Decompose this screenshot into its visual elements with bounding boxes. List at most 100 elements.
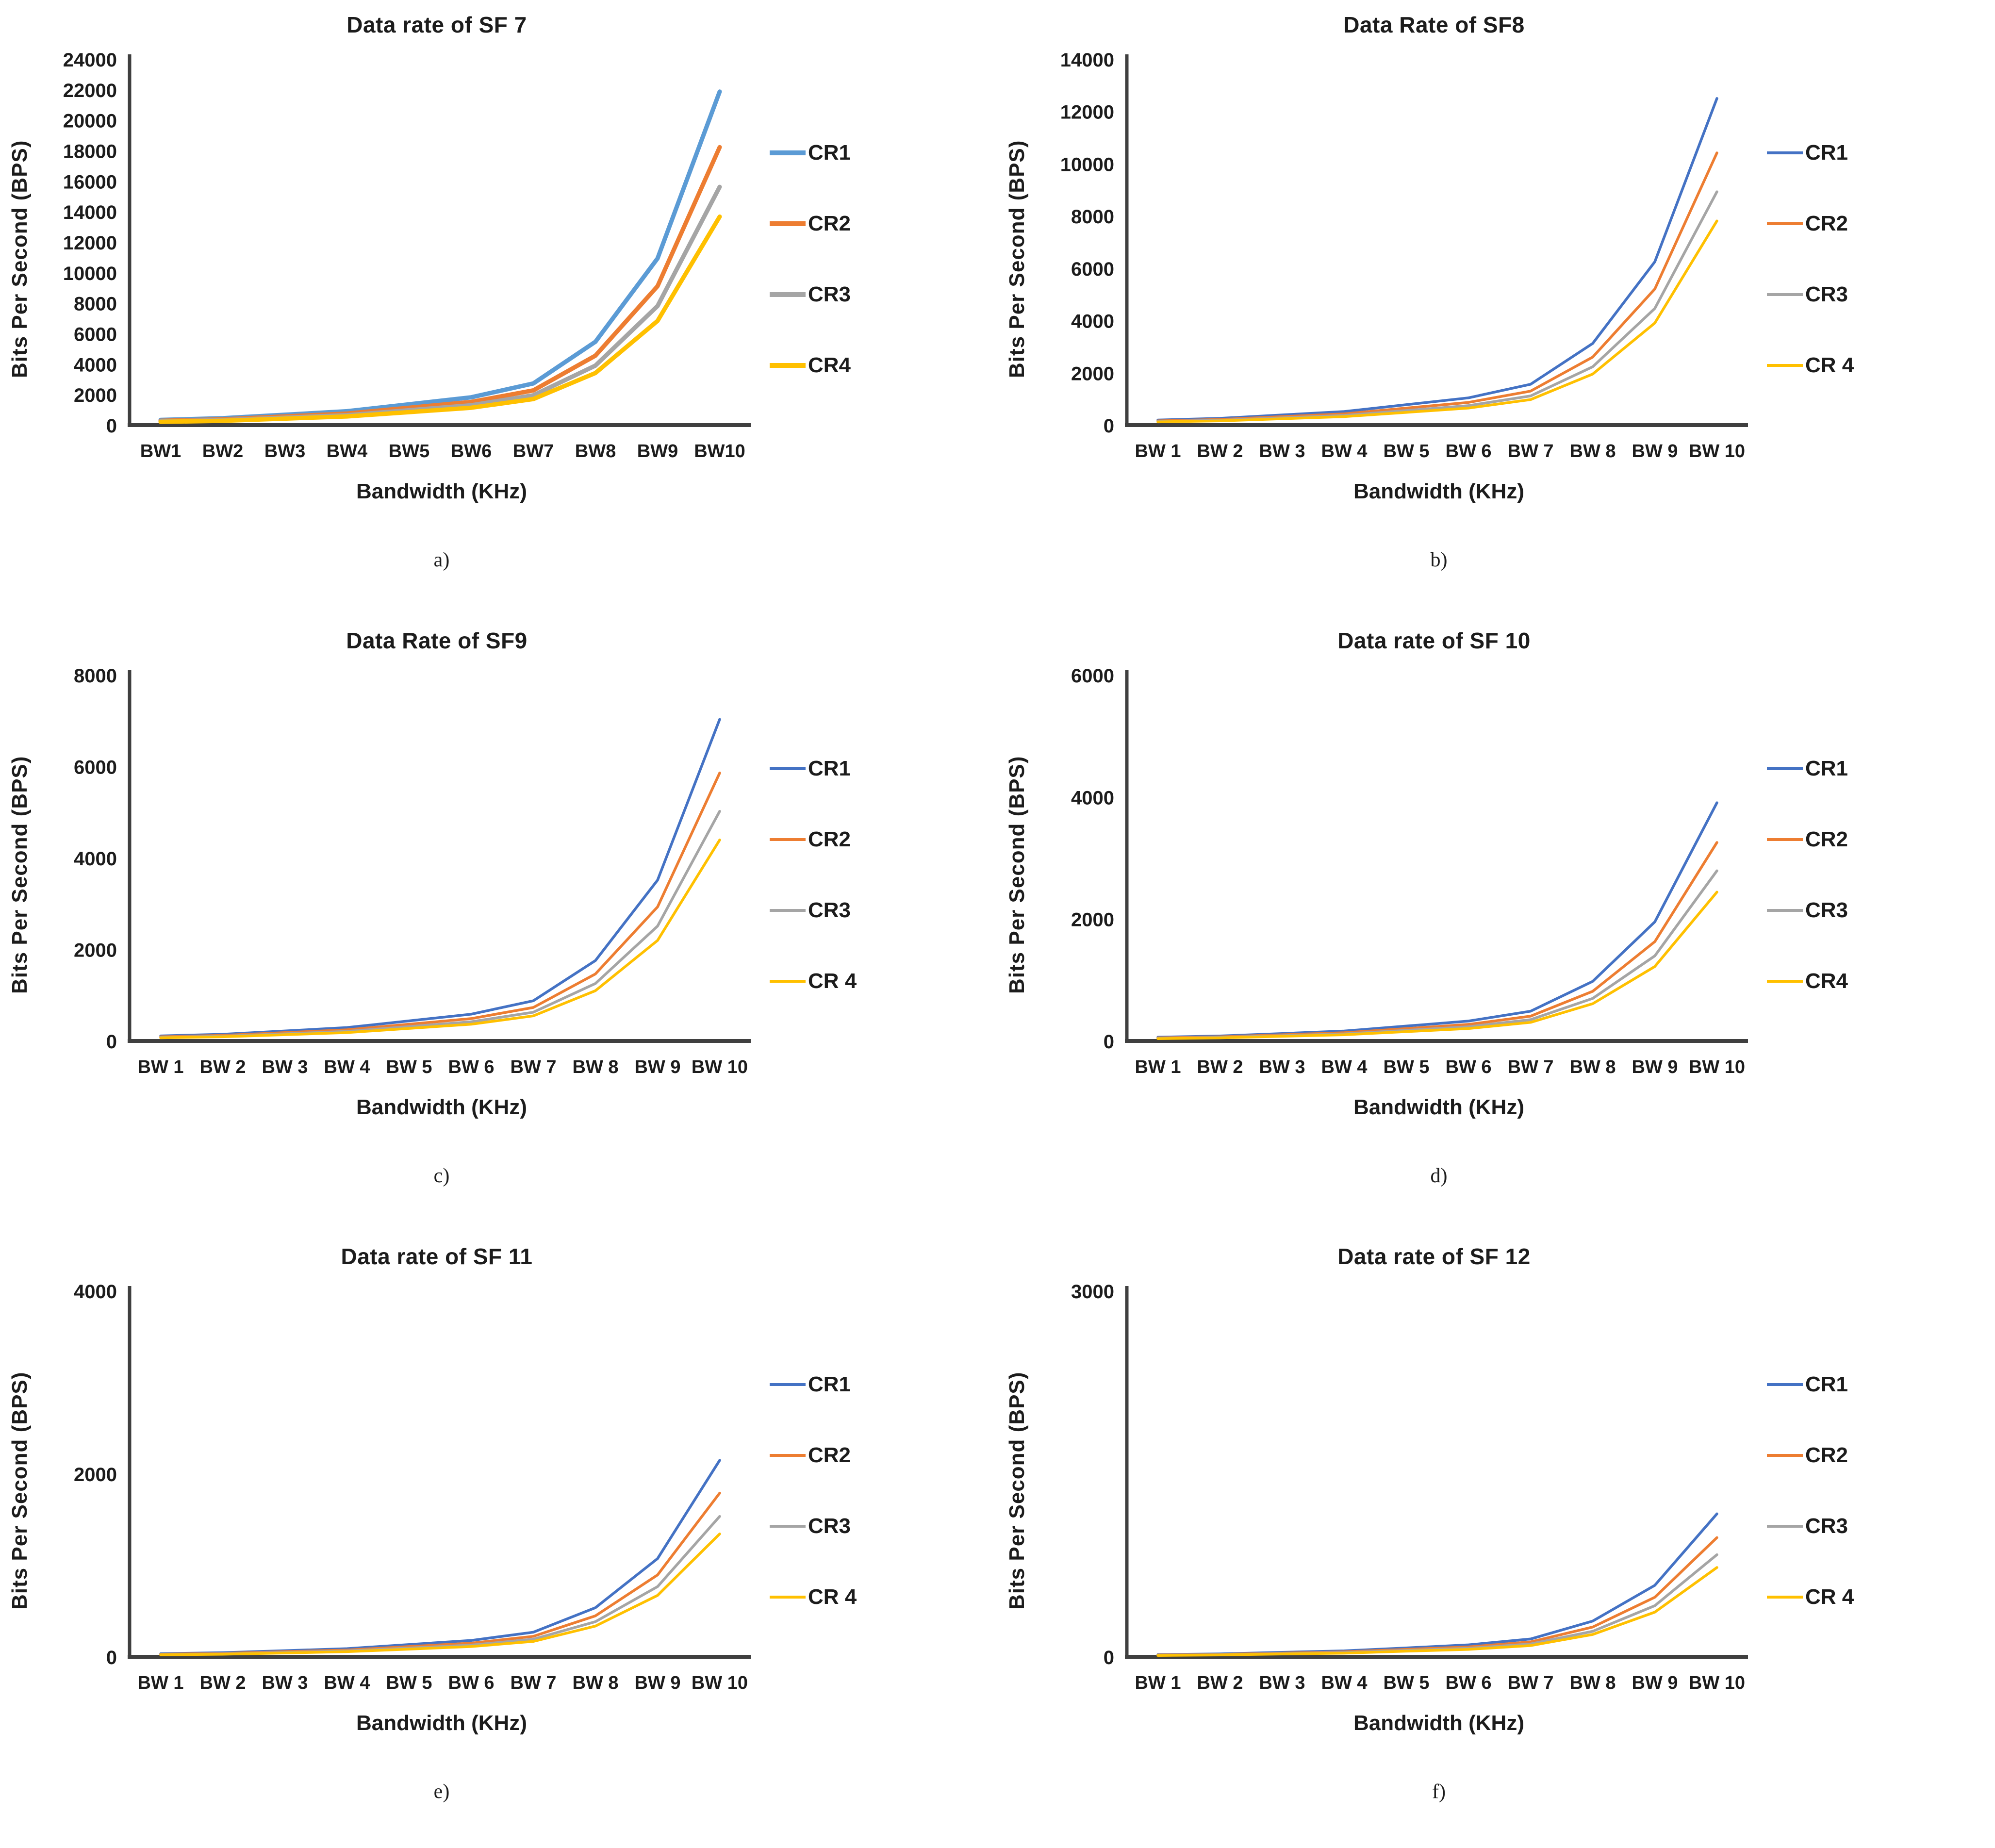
x-tick-label: BW 9 — [1632, 1673, 1678, 1693]
x-tick-label: BW 4 — [1321, 1057, 1368, 1077]
chart-panel-sf12: Data rate of SF 12 Bits Per Second (BPS)… — [997, 1232, 1995, 1848]
legend-swatch-cr2 — [770, 221, 806, 226]
x-tick-label: BW 6 — [1446, 1057, 1492, 1077]
series-line-cr2 — [1156, 151, 1718, 422]
subfigure-label: a) — [433, 549, 450, 571]
x-tick-label: BW4 — [327, 441, 367, 462]
legend-item-cr2: CR2 — [1767, 1443, 1925, 1468]
chart-title: Data Rate of SF9 — [346, 628, 528, 653]
x-tick-label: BW 6 — [1446, 441, 1492, 462]
x-tick-label: BW 8 — [1570, 441, 1616, 462]
legend-label: CR1 — [808, 757, 851, 780]
x-tick-label: BW5 — [389, 441, 429, 462]
x-tick-label: BW 3 — [1259, 441, 1305, 462]
series-line-cr1 — [158, 89, 722, 422]
plot-row: Bits Per Second (BPS) 0 2000 4000 6000 8000 B… — [0, 657, 997, 1093]
y-tick-label: 0 — [106, 415, 117, 437]
x-tick-label: BW 5 — [386, 1673, 432, 1693]
chart-title: Data rate of SF 7 — [346, 12, 527, 37]
plot-row: Bits Per Second (BPS) 0 2000 4000 6000 8000 1… — [0, 41, 997, 478]
y-tick-label: 6000 — [74, 324, 117, 346]
legend-swatch-cr2 — [1767, 838, 1803, 841]
y-tick-label: 6000 — [74, 757, 117, 778]
chart-title: Data Rate of SF8 — [1343, 12, 1525, 37]
legend-swatch-cr4 — [770, 980, 806, 983]
legend-label: CR1 — [808, 141, 851, 165]
x-tick-label: BW2 — [202, 441, 243, 462]
y-tick-label: 8000 — [74, 294, 117, 315]
legend-item-cr1: CR1 — [770, 1372, 928, 1397]
series-line-cr4 — [158, 214, 722, 424]
legend-item-cr1: CR1 — [770, 141, 928, 165]
subfigure-label: e) — [433, 1781, 450, 1803]
x-axis-title: Bandwidth (KHz) — [1353, 1711, 1524, 1735]
legend: CR1 CR2 CR3 CR4 — [1765, 657, 1925, 1093]
legend-label: CR3 — [1805, 898, 1848, 922]
legend-swatch-cr1 — [770, 1383, 806, 1386]
x-tick-label: BW 3 — [262, 1057, 308, 1077]
x-tick-label: BW 8 — [573, 1673, 619, 1693]
legend: CR1 CR2 CR3 CR4 — [768, 41, 928, 478]
y-tick-label: 4000 — [1071, 787, 1114, 808]
x-tick-label: BW 6 — [1446, 1673, 1492, 1693]
x-tick-label: BW 2 — [1197, 1057, 1243, 1077]
x-tick-label: BW 9 — [635, 1673, 681, 1693]
legend-item-cr4: CR 4 — [1767, 353, 1925, 378]
plot-area: 0 2000 4000 6000 8000 BW 1 BW 2 BW 3 BW 4 BW 5 BW … — [74, 665, 751, 1077]
series-line-cr3 — [1156, 869, 1718, 1040]
plot-area: 0 2000 4000 6000 8000 10000 12000 14000 16000 180… — [63, 50, 751, 462]
series-line-cr4 — [1156, 219, 1718, 424]
x-tick-label: BW 10 — [692, 1057, 748, 1077]
x-tick-label: BW 2 — [1197, 441, 1243, 462]
y-tick-label: 4000 — [74, 848, 117, 870]
y-tick-label: 0 — [1104, 415, 1114, 437]
legend-label: CR3 — [808, 898, 851, 922]
legend-swatch-cr2 — [1767, 1454, 1803, 1457]
plot-area: 0 2000 4000 6000 BW 1 BW 2 BW 3 BW 4 BW 5 BW 6 BW … — [1071, 665, 1748, 1077]
x-tick-label: BW 2 — [1197, 1673, 1243, 1693]
y-tick-label: 0 — [1104, 1647, 1114, 1668]
y-axis-title: Bits Per Second (BPS) — [1005, 140, 1029, 379]
legend-swatch-cr3 — [770, 1525, 806, 1528]
legend-label: CR2 — [1805, 212, 1848, 235]
legend-item-cr4: CR 4 — [770, 1585, 928, 1609]
y-tick-label: 8000 — [1071, 206, 1114, 228]
series-line-cr1 — [1156, 97, 1718, 422]
series-line-cr3 — [159, 809, 721, 1039]
series-line-cr2 — [159, 772, 721, 1039]
x-tick-label: BW 6 — [448, 1057, 495, 1077]
x-tick-label: BW 10 — [1689, 1673, 1745, 1693]
legend-item-cr1: CR1 — [1767, 757, 1925, 781]
x-tick-label: BW 7 — [1508, 1057, 1554, 1077]
legend-item-cr1: CR1 — [1767, 1372, 1925, 1397]
legend-label: CR1 — [1805, 141, 1848, 165]
legend-label: CR2 — [808, 1443, 851, 1467]
x-axis-title: Bandwidth (KHz) — [1353, 1095, 1524, 1119]
legend-label: CR1 — [1805, 1372, 1848, 1396]
y-tick-label: 0 — [106, 1031, 117, 1053]
series-line-cr3 — [158, 184, 722, 424]
legend-item-cr4: CR4 — [1767, 969, 1925, 993]
legend-label: CR 4 — [1805, 353, 1854, 377]
legend-label: CR2 — [808, 827, 851, 851]
x-tick-label: BW 10 — [1689, 1057, 1745, 1077]
subfigure-label: d) — [1430, 1165, 1448, 1187]
series-line-cr1 — [159, 718, 721, 1038]
legend-item-cr3: CR3 — [770, 282, 928, 307]
legend-swatch-cr3 — [1767, 909, 1803, 912]
x-tick-label: BW 2 — [200, 1057, 246, 1077]
series-line-cr3 — [1156, 1553, 1718, 1657]
y-axis-title: Bits Per Second (BPS) — [8, 140, 32, 379]
x-tick-label: BW 3 — [262, 1673, 308, 1693]
x-tick-label: BW10 — [694, 441, 745, 462]
y-axis-title: Bits Per Second (BPS) — [1005, 1371, 1029, 1610]
y-tick-label: 8000 — [74, 665, 117, 687]
y-tick-label: 2000 — [74, 385, 117, 406]
legend-label: CR4 — [1805, 969, 1848, 993]
y-tick-label: 16000 — [63, 171, 117, 193]
y-tick-label: 12000 — [63, 232, 117, 254]
y-tick-label: 0 — [106, 1647, 117, 1668]
y-tick-label: 4000 — [74, 1281, 117, 1303]
plot-area: 0 2000 4000 6000 8000 10000 12000 14000 BW 1 BW 2… — [1060, 50, 1748, 462]
x-tick-label: BW 5 — [1384, 1057, 1430, 1077]
